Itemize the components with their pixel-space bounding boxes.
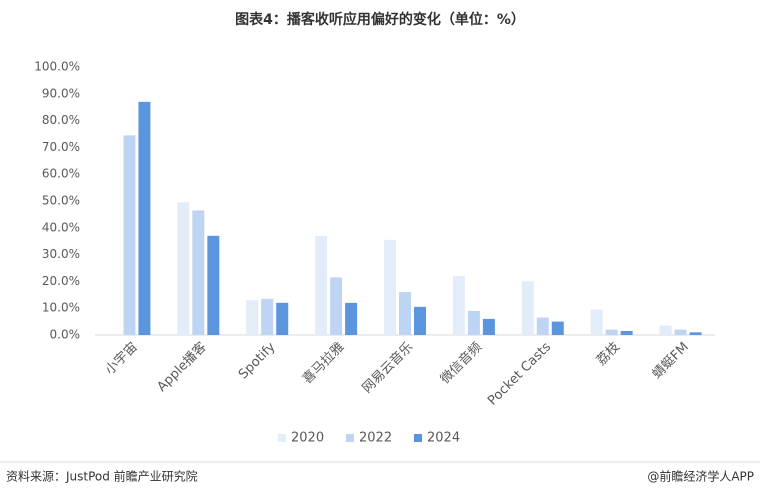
chart-title: 图表4：播客收听应用偏好的变化（单位：%） <box>235 11 525 28</box>
y-tick-label: 100.0% <box>34 60 80 74</box>
x-tick-label: Apple播客 <box>154 339 210 395</box>
credit: @前瞻经济学人APP <box>647 469 754 484</box>
bar <box>536 317 549 335</box>
y-tick-label: 20.0% <box>42 274 80 288</box>
legend-swatch <box>278 434 286 442</box>
y-tick-label: 10.0% <box>42 301 80 315</box>
y-tick-label: 0.0% <box>50 328 81 342</box>
bar <box>551 321 564 335</box>
bar <box>620 330 633 335</box>
y-tick-label: 40.0% <box>42 220 80 234</box>
y-tick-label: 90.0% <box>42 86 80 100</box>
bar <box>482 318 495 335</box>
x-tick-label: 荔枝 <box>594 340 623 369</box>
bar <box>414 306 426 335</box>
bar <box>521 281 534 335</box>
y-tick-label: 70.0% <box>42 140 80 154</box>
bar <box>345 302 358 335</box>
y-tick-label: 60.0% <box>42 167 80 181</box>
y-tick-label: 50.0% <box>42 194 80 208</box>
bar <box>399 292 411 335</box>
bar <box>261 298 274 335</box>
x-tick-label: 蜻蜓FM <box>650 340 692 382</box>
x-tick-label: Pocket Casts <box>485 340 554 409</box>
legend-swatch <box>414 434 422 442</box>
legend-swatch <box>346 434 354 442</box>
bar <box>138 101 151 335</box>
bar <box>590 309 603 335</box>
bar <box>689 332 702 335</box>
bar <box>452 276 465 335</box>
x-tick-label: 微信音频 <box>437 339 485 387</box>
x-tick-label: 网易云音乐 <box>359 339 416 396</box>
bar <box>207 235 220 335</box>
bar <box>467 310 480 335</box>
bar <box>123 135 136 335</box>
bar <box>384 239 396 335</box>
y-tick-label: 30.0% <box>42 247 80 261</box>
bar <box>330 277 343 335</box>
bar <box>659 325 672 335</box>
x-tick-label: 小宇宙 <box>103 340 141 378</box>
bar <box>315 235 328 335</box>
legend-label: 2022 <box>359 431 392 446</box>
bar <box>674 329 687 335</box>
x-tick-label: 喜马拉雅 <box>300 340 347 387</box>
bar <box>246 300 259 335</box>
bar <box>177 202 190 335</box>
source: 资料来源：JustPod 前瞻产业研究院 <box>6 469 198 484</box>
legend-label: 2024 <box>427 431 460 446</box>
bar <box>605 329 618 335</box>
x-tick-label: Spotify <box>236 339 279 382</box>
bar <box>192 210 205 335</box>
y-tick-label: 80.0% <box>42 113 80 127</box>
bar <box>276 302 289 335</box>
legend-label: 2020 <box>291 431 324 446</box>
